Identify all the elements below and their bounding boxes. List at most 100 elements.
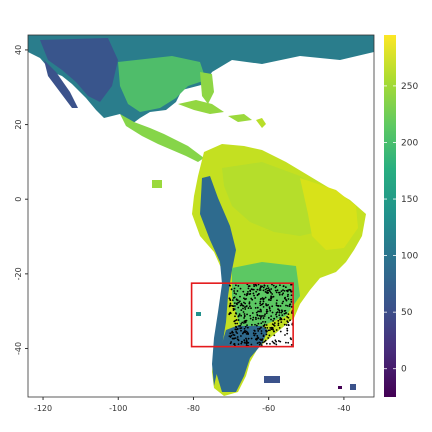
occurrence-point	[271, 283, 273, 286]
occurrence-point	[245, 340, 248, 343]
occurrence-point	[253, 329, 256, 332]
occurrence-point	[287, 293, 289, 296]
occurrence-point	[241, 341, 243, 343]
occurrence-point	[250, 337, 253, 340]
occurrence-point	[260, 315, 263, 317]
occurrence-point	[234, 305, 236, 307]
occurrence-point	[289, 319, 291, 322]
occurrence-point	[240, 309, 243, 312]
occurrence-point	[245, 337, 247, 340]
occurrence-point	[269, 297, 272, 299]
occurrence-point	[284, 286, 287, 289]
occurrence-point	[286, 295, 289, 298]
occurrence-point	[247, 307, 250, 309]
occurrence-point	[249, 314, 252, 317]
occurrence-point	[258, 310, 261, 313]
occurrence-point	[234, 322, 237, 325]
occurrence-point	[289, 289, 292, 292]
occurrence-point	[264, 296, 267, 299]
occurrence-point	[233, 302, 236, 304]
occurrence-point	[264, 321, 267, 323]
occurrence-point	[269, 290, 271, 293]
occurrence-point	[282, 300, 285, 303]
occurrence-point	[245, 344, 248, 347]
occurrence-point	[243, 301, 245, 304]
occurrence-point	[256, 294, 259, 297]
occurrence-point	[264, 313, 266, 316]
colorbar-ticks: 250 200 150 100 50 0	[384, 82, 418, 375]
occurrence-point	[254, 302, 257, 305]
occurrence-point	[248, 293, 251, 296]
occurrence-point	[252, 292, 255, 295]
occurrence-point	[229, 336, 232, 338]
occurrence-point	[233, 320, 236, 323]
occurrence-point	[257, 322, 260, 325]
occurrence-point	[270, 291, 272, 294]
occurrence-point	[287, 316, 290, 319]
occurrence-point	[262, 286, 265, 289]
occurrence-point	[279, 340, 282, 343]
colorbar-tick-label: 100	[401, 252, 418, 262]
occurrence-point	[233, 290, 235, 292]
x-tick-label: -60	[262, 404, 275, 413]
occurrence-point	[285, 304, 287, 307]
occurrence-point	[265, 342, 268, 345]
occurrence-point	[244, 325, 247, 328]
south-georgia	[338, 386, 342, 389]
occurrence-point	[286, 327, 289, 330]
occurrence-point	[269, 309, 272, 312]
occurrence-point	[243, 331, 246, 333]
occurrence-point	[232, 333, 235, 336]
occurrence-point	[290, 306, 293, 308]
y-axis: 40 20 0 -20 -40	[14, 45, 28, 355]
occurrence-point	[260, 344, 263, 347]
occurrence-point	[237, 343, 240, 346]
occurrence-point	[272, 341, 275, 344]
occurrence-point	[242, 307, 244, 310]
x-tick-label: -80	[187, 404, 200, 413]
occurrence-point	[254, 332, 257, 335]
occurrence-point	[257, 336, 259, 339]
occurrence-point	[277, 322, 280, 325]
occurrence-point	[245, 305, 248, 307]
occurrence-point	[228, 312, 231, 315]
occurrence-point	[243, 313, 246, 315]
occurrence-point	[246, 324, 248, 327]
occurrence-point	[241, 332, 244, 335]
occurrence-point	[248, 285, 251, 287]
occurrence-point	[264, 288, 267, 291]
occurrence-point	[274, 339, 277, 342]
occurrence-point	[282, 292, 285, 295]
occurrence-point	[264, 326, 267, 329]
occurrence-point	[275, 343, 278, 346]
occurrence-point	[267, 337, 270, 339]
occurrence-point	[243, 317, 245, 319]
occurrence-point	[235, 319, 238, 321]
occurrence-point	[258, 289, 261, 291]
occurrence-point	[258, 343, 261, 346]
occurrence-point	[234, 337, 237, 339]
occurrence-point	[246, 313, 248, 316]
color-legend: 250 200 150 100 50 0	[384, 35, 418, 397]
occurrence-point	[228, 297, 231, 300]
occurrence-point	[277, 308, 280, 311]
occurrence-point	[265, 333, 268, 336]
occurrence-point	[254, 307, 257, 309]
colorbar	[384, 35, 396, 397]
colorbar-tick-label: 50	[401, 308, 413, 318]
patagonia	[216, 320, 268, 392]
occurrence-point	[253, 285, 256, 288]
occurrence-point	[250, 307, 252, 310]
occurrence-point	[256, 335, 259, 337]
occurrence-point	[258, 314, 261, 317]
occurrence-point	[290, 338, 293, 341]
occurrence-point	[256, 288, 259, 291]
occurrence-point	[268, 307, 271, 310]
occurrence-point	[276, 289, 279, 292]
occurrence-point	[232, 309, 235, 312]
occurrence-point	[264, 339, 267, 342]
occurrence-point	[234, 312, 237, 314]
occurrence-point	[270, 328, 273, 331]
occurrence-point	[270, 288, 273, 290]
occurrence-point	[286, 304, 289, 307]
